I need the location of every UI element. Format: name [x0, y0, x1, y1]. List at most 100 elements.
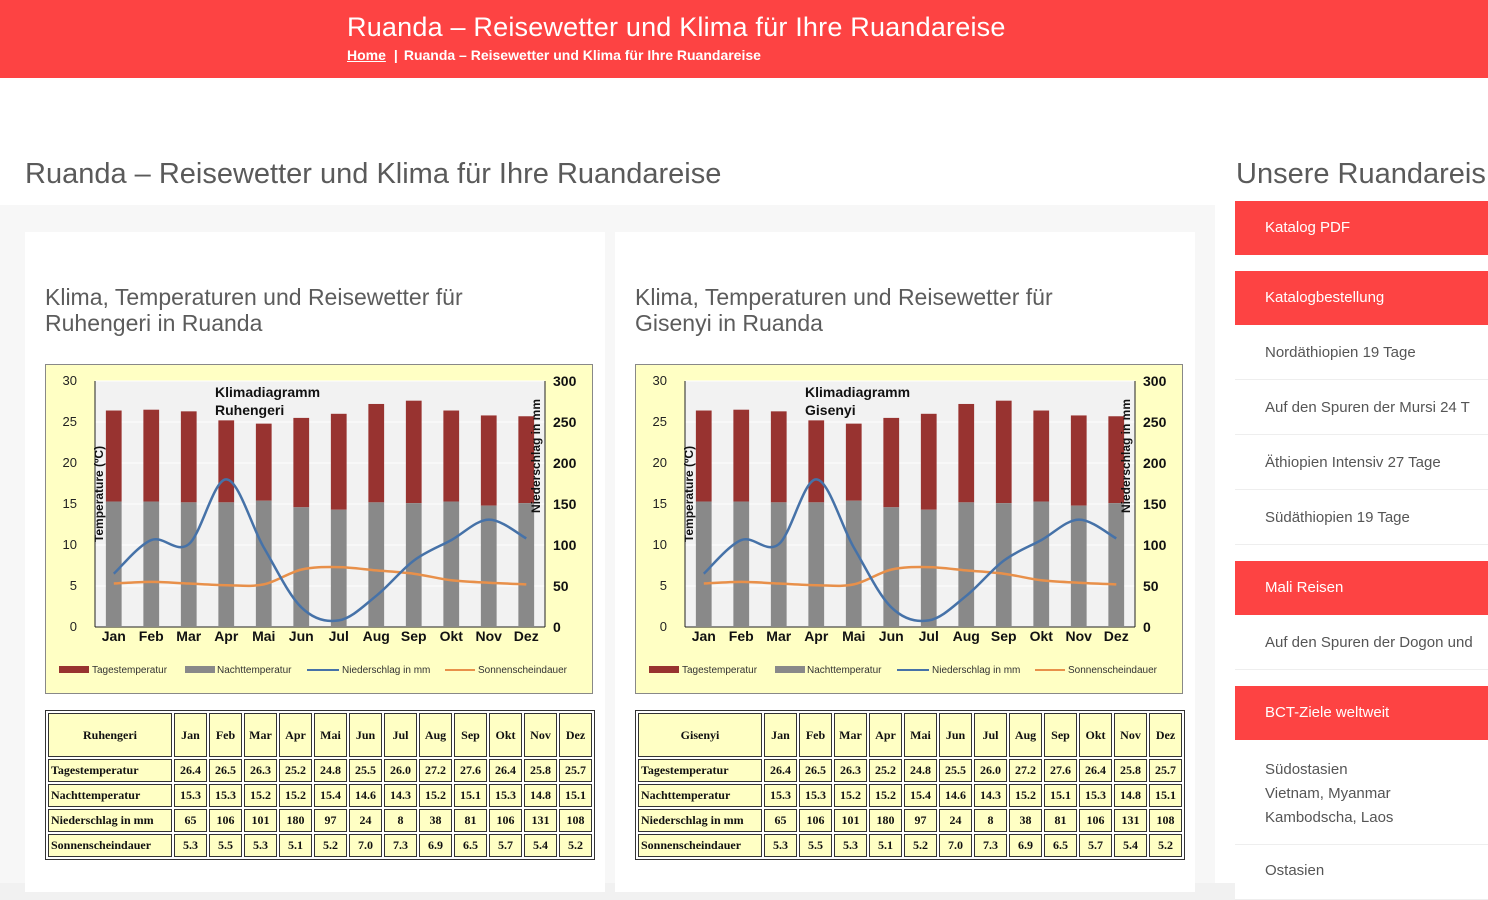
y2-tick-label: 200: [553, 455, 577, 471]
legend-label: Tagestemperatur: [92, 665, 168, 676]
table-row: Sonnenscheindauer 5.3 5.5 5.3 5.1 5.2 7.0 7.3 6.…: [48, 834, 592, 857]
day-temp-bar: [218, 420, 235, 503]
precipitation-line: [112, 478, 527, 623]
table-cell: 180: [279, 809, 312, 832]
table-cell: 15.4: [314, 784, 347, 807]
y2-tick-label: 50: [1143, 578, 1159, 594]
table-cell: 25.2: [279, 759, 312, 782]
table-cell: 15.2: [279, 784, 312, 807]
y2-tick-label: 300: [553, 373, 577, 389]
sidebar-item-bct-ziele[interactable]: BCT-Ziele weltweit: [1235, 686, 1488, 740]
legend-swatch-night: [185, 666, 215, 673]
table-month-header: Mai: [314, 713, 347, 757]
sidebar-item-mali-reisen[interactable]: Mali Reisen: [1235, 561, 1488, 615]
sidebar-item-nordaethiopien[interactable]: Nordäthiopien 19 Tage: [1235, 325, 1488, 380]
night-temp-bar: [845, 500, 862, 627]
header-title: Ruanda – Reisewetter und Klima für Ihre …: [347, 12, 1006, 42]
table-month-header: Feb: [799, 713, 832, 757]
y2-tick-label: 300: [1143, 373, 1167, 389]
day-temp-bar: [770, 411, 787, 503]
sidebar-item-katalogbestellung[interactable]: Katalogbestellung: [1235, 271, 1488, 325]
breadcrumb-separator: |: [393, 47, 398, 63]
sidebar-item-aethiopien-intensiv[interactable]: Äthiopien Intensiv 27 Tage: [1235, 435, 1488, 490]
table-cell: 15.3: [799, 784, 832, 807]
day-temp-bar: [105, 410, 122, 502]
y-tick-label: 25: [653, 414, 667, 429]
table-cell: 26.0: [974, 759, 1007, 782]
table-cell: 15.1: [1149, 784, 1182, 807]
y-tick-label: 30: [653, 373, 667, 388]
y-tick-label: 20: [63, 455, 77, 470]
chart-subtitle: Gisenyi: [805, 402, 856, 418]
table-cell: 14.3: [974, 784, 1007, 807]
night-temp-bar: [105, 501, 122, 627]
day-temp-bar: [405, 400, 422, 504]
table-month-header: Jan: [764, 713, 797, 757]
y-tick-label: 15: [653, 496, 667, 511]
table-corner-label: Gisenyi: [638, 713, 762, 757]
table-cell: 5.5: [209, 834, 242, 857]
table-cell: 25.7: [1149, 759, 1182, 782]
table-cell: 14.8: [1114, 784, 1147, 807]
y-tick-label: 30: [63, 373, 77, 388]
table-cell: 26.4: [174, 759, 207, 782]
night-temp-bar: [733, 501, 750, 627]
sidebar-item-katalog-pdf[interactable]: Katalog PDF: [1235, 201, 1488, 255]
table-month-header: Aug: [419, 713, 452, 757]
day-temp-bar: [293, 417, 310, 508]
day-temp-bar: [995, 400, 1012, 504]
sidebar-item-mursi[interactable]: Auf den Spuren der Mursi 24 T: [1235, 380, 1488, 435]
table-month-header: Mai: [904, 713, 937, 757]
table-cell: 15.1: [1044, 784, 1077, 807]
sidebar-item-label: Vietnam, Myanmar: [1265, 785, 1391, 802]
table-row: Tagestemperatur 26.4 26.5 26.3 25.2 24.8 25.5 2…: [48, 759, 592, 782]
x-tick-label: Aug: [953, 628, 980, 644]
table-cell: 65: [764, 809, 797, 832]
x-tick-label: Mar: [176, 628, 201, 644]
table-cell: 15.1: [559, 784, 592, 807]
x-tick-label: Sep: [401, 628, 427, 644]
night-temp-bar: [330, 509, 347, 627]
table-row-label: Nachttemperatur: [638, 784, 762, 807]
table-cell: 101: [244, 809, 277, 832]
day-temp-bar: [330, 413, 347, 510]
y2-tick-label: 150: [1143, 496, 1167, 512]
table-cell: 5.5: [799, 834, 832, 857]
table-cell: 38: [419, 809, 452, 832]
table-cell: 15.3: [209, 784, 242, 807]
card-title: Klima, Temperaturen und Reisewetter für …: [45, 284, 463, 336]
table-cell: 26.3: [244, 759, 277, 782]
table-month-header: Jul: [384, 713, 417, 757]
table-row-label: Sonnenscheindauer: [638, 834, 762, 857]
y-tick-label: 20: [653, 455, 667, 470]
y-axis-label: Temperature (ºC): [682, 446, 696, 542]
table-month-header: Apr: [869, 713, 902, 757]
card-title: Klima, Temperaturen und Reisewetter für …: [635, 284, 1053, 336]
y-axis-label: Temperature (ºC): [92, 446, 106, 542]
sidebar-item-suedaethiopien[interactable]: Südäthiopien 19 Tage: [1235, 490, 1488, 545]
sidebar-item-suedostasien[interactable]: Südostasien Vietnam, Myanmar Kambodscha,…: [1235, 740, 1488, 845]
table-cell: 7.3: [974, 834, 1007, 857]
table-cell: 25.5: [939, 759, 972, 782]
chart-title: Klimadiagramm: [805, 384, 910, 400]
table-month-header: Okt: [489, 713, 522, 757]
sidebar-item-ostasien[interactable]: Ostasien: [1235, 845, 1488, 900]
page-title: Ruanda – Reisewetter und Klima für Ihre …: [25, 158, 722, 190]
table-cell: 15.3: [764, 784, 797, 807]
table-row: Nachttemperatur 15.3 15.3 15.2 15.2 15.4 14.6 1…: [48, 784, 592, 807]
table-cell: 14.3: [384, 784, 417, 807]
table-cell: 81: [454, 809, 487, 832]
x-tick-label: Jan: [102, 628, 126, 644]
header-bar: Ruanda – Reisewetter und Klima für Ihre …: [0, 0, 1488, 78]
sidebar-item-dogon[interactable]: Auf den Spuren der Dogon und: [1235, 615, 1488, 670]
table-cell: 26.5: [209, 759, 242, 782]
table-month-header: Feb: [209, 713, 242, 757]
breadcrumb-home-link[interactable]: Home: [347, 47, 386, 63]
table-month-header: Dez: [1149, 713, 1182, 757]
legend-label: Sonnenscheindauer: [478, 665, 568, 676]
day-temp-bar: [808, 420, 825, 503]
table-row-label: Niederschlag in mm: [638, 809, 762, 832]
table-month-header: Aug: [1009, 713, 1042, 757]
table-cell: 108: [1149, 809, 1182, 832]
